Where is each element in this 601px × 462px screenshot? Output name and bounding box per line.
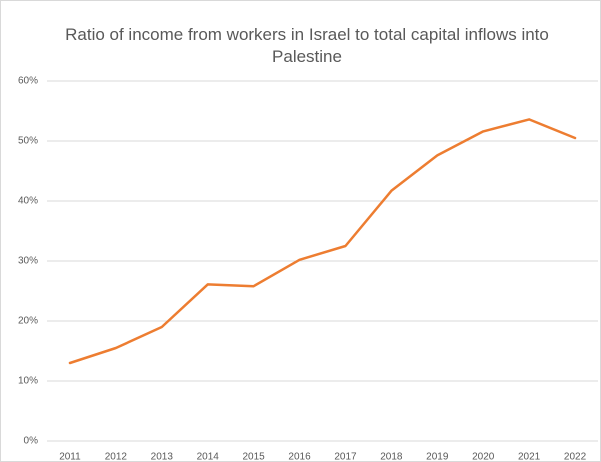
y-tick-label: 50% xyxy=(18,136,38,147)
x-tick-label: 2018 xyxy=(380,452,403,462)
x-tick-label: 2014 xyxy=(197,452,220,462)
y-tick-label: 10% xyxy=(18,376,38,387)
y-tick-label: 0% xyxy=(24,436,39,447)
x-tick-label: 2022 xyxy=(564,452,587,462)
y-tick-label: 60% xyxy=(18,76,38,87)
y-tick-label: 40% xyxy=(18,196,38,207)
x-tick-label: 2011 xyxy=(59,452,81,462)
line-series xyxy=(68,118,577,365)
y-tick-label: 20% xyxy=(18,316,38,327)
x-tick-label: 2015 xyxy=(243,452,266,462)
x-tick-label: 2016 xyxy=(288,452,311,462)
x-tick-label: 2019 xyxy=(426,452,449,462)
x-tick-label: 2017 xyxy=(334,452,357,462)
x-tick-label: 2021 xyxy=(518,452,541,462)
y-tick-label: 30% xyxy=(18,256,38,267)
x-tick-label: 2013 xyxy=(151,452,174,462)
chart-title: Ratio of income from workers in Israel t… xyxy=(65,25,549,66)
x-tick-label: 2020 xyxy=(472,452,495,462)
x-tick-label: 2012 xyxy=(105,452,128,462)
